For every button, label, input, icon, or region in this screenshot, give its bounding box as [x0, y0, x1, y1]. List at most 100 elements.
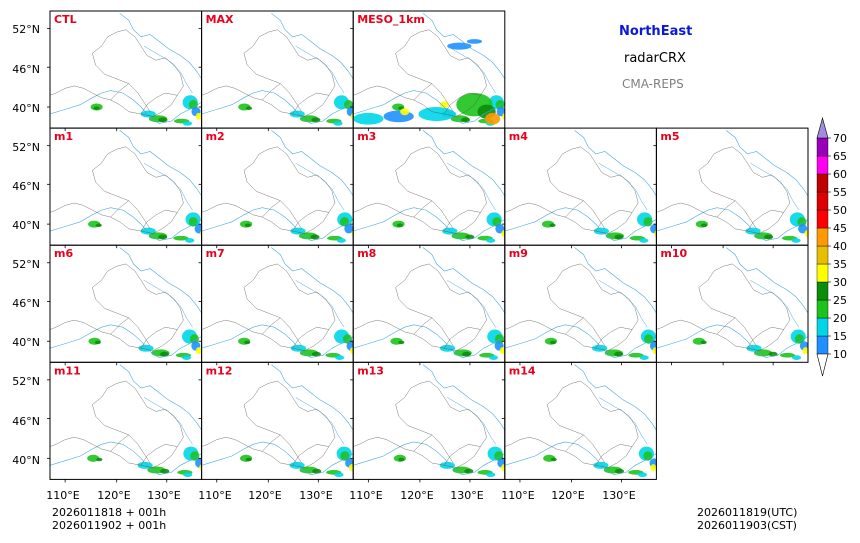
radar-echo — [160, 468, 170, 474]
panel-content — [201, 13, 354, 126]
province-border — [716, 317, 736, 335]
province-border — [547, 287, 606, 347]
map-panel: m6 — [47, 244, 203, 366]
radar-echo — [650, 224, 657, 234]
radar-echo — [340, 451, 350, 461]
province-border — [413, 434, 433, 452]
colorbar-swatch — [816, 155, 829, 175]
coastline — [201, 441, 354, 476]
colorbar-swatch — [816, 227, 829, 247]
radar-echo — [549, 223, 556, 228]
province-border — [292, 92, 329, 115]
panel-frame — [201, 127, 354, 246]
river — [598, 280, 648, 328]
radar-echo — [462, 351, 472, 357]
coastline — [725, 130, 809, 197]
panel-content — [201, 364, 354, 478]
radar-echo — [348, 464, 354, 472]
panel-content — [353, 247, 505, 360]
radar-echo — [195, 112, 202, 120]
province-border — [201, 146, 336, 234]
map-panel: m9 — [501, 244, 657, 366]
radar-echo — [644, 334, 654, 344]
panel-content — [353, 130, 505, 243]
radar-echo — [398, 457, 405, 462]
map-panel: m3 — [350, 127, 506, 249]
cb-label-60: 60 — [833, 168, 847, 181]
panel-label: m1 — [54, 130, 73, 143]
radar-echo — [339, 217, 350, 227]
radar-echo — [383, 110, 414, 123]
lat-label-row3-52: 52°N — [12, 258, 40, 271]
province-border — [413, 317, 433, 335]
radar-echo — [550, 340, 557, 345]
lon-label-col3-130: 130°E — [450, 489, 484, 502]
province-border — [353, 263, 487, 351]
province-border — [262, 200, 281, 218]
province-border — [201, 263, 336, 351]
river — [598, 162, 648, 211]
province-border — [444, 92, 481, 115]
coastline — [504, 441, 657, 476]
coastline — [119, 364, 202, 431]
radar-echo — [754, 349, 773, 357]
radar-echo — [791, 238, 801, 243]
radar-echo — [140, 110, 156, 118]
river — [143, 280, 193, 328]
radar-echo — [96, 457, 103, 462]
province-border — [444, 209, 481, 232]
panel-label: m3 — [357, 130, 376, 143]
radar-echo — [451, 232, 470, 240]
province-border — [243, 170, 302, 229]
province-border — [413, 200, 433, 218]
province-border — [50, 29, 184, 117]
radar-echo — [246, 106, 253, 110]
panel-label: m14 — [509, 364, 536, 377]
colorbar-swatch — [816, 299, 829, 319]
province-border — [595, 209, 633, 232]
panel-content — [353, 13, 505, 126]
coastline — [574, 130, 657, 197]
province-border — [201, 380, 336, 468]
province-border — [413, 83, 433, 101]
panel-frame — [49, 244, 203, 363]
province-border — [504, 146, 639, 234]
radar-echo — [485, 112, 501, 125]
radar-echo — [465, 234, 475, 240]
radar-echo — [311, 117, 321, 123]
colorbar-swatch — [816, 281, 829, 301]
radar-echo — [245, 457, 252, 462]
province-border — [243, 404, 302, 464]
radar-echo — [94, 340, 101, 345]
radar-echo — [194, 224, 202, 234]
lon-label-col3-110: 110°E — [349, 489, 383, 502]
lon-label-col2-110: 110°E — [198, 489, 232, 502]
radar-echo — [652, 347, 657, 355]
river — [143, 45, 193, 94]
radar-echo — [188, 217, 198, 227]
province-border — [353, 29, 487, 117]
radar-echo — [614, 468, 624, 474]
panel-content — [504, 364, 657, 478]
river — [447, 397, 496, 445]
panel-content — [504, 247, 657, 360]
colorbar-swatch — [816, 317, 829, 337]
cb-label-35: 35 — [833, 258, 847, 271]
province-border — [110, 200, 129, 218]
coastline — [504, 324, 657, 358]
coastline — [201, 90, 354, 124]
river — [750, 280, 800, 328]
lat-label-row2-46: 46°N — [12, 180, 40, 193]
province-border — [92, 287, 151, 347]
province-border — [504, 380, 639, 468]
panel-content — [50, 13, 202, 126]
colorbar-extend-high — [816, 116, 829, 139]
lon-label-col4-120: 120°E — [551, 489, 585, 502]
init-time-cst: 2026011902 + 001h — [52, 519, 167, 532]
coastline — [504, 207, 657, 241]
coastline — [353, 90, 505, 124]
radar-echo — [182, 121, 193, 126]
cb-label-15: 15 — [833, 330, 847, 343]
lon-label-col4-110: 110°E — [501, 489, 535, 502]
